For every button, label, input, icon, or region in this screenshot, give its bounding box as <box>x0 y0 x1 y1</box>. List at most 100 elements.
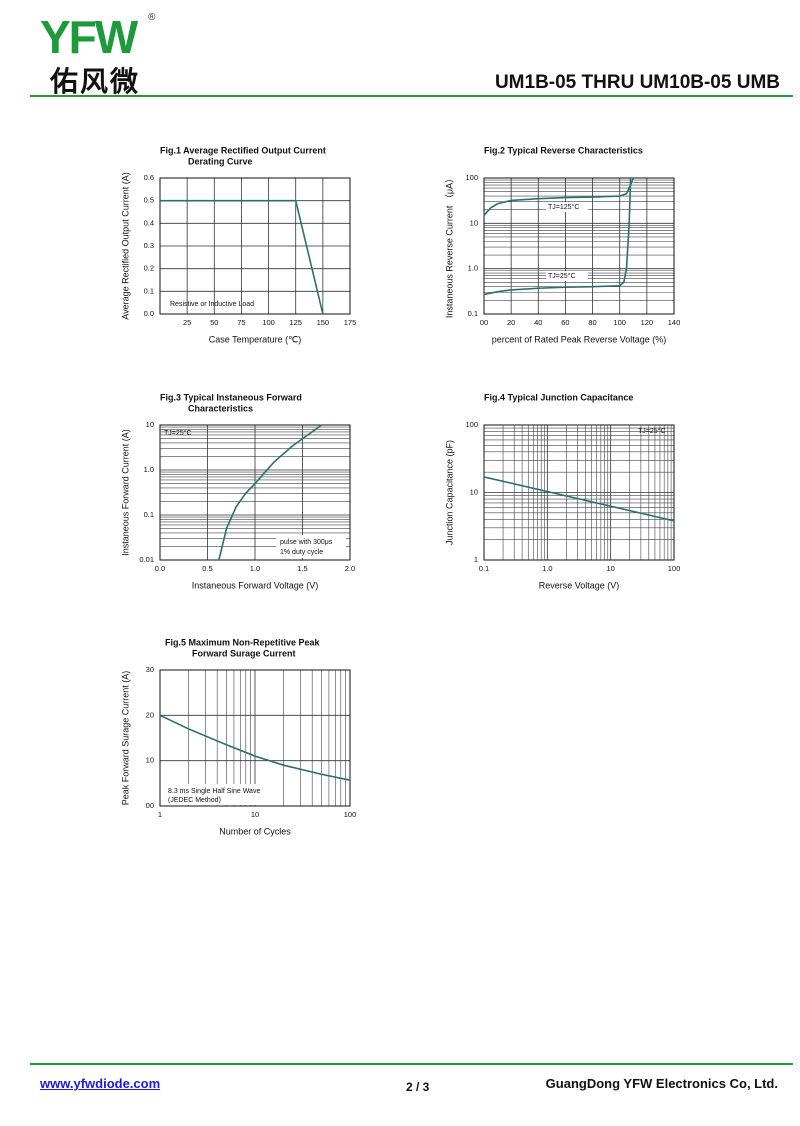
label-box <box>546 271 588 281</box>
x-tick-label: 100 <box>668 564 681 573</box>
x-tick-label: 100 <box>344 810 357 819</box>
x-tick-label: 80 <box>588 318 596 327</box>
curve <box>218 424 322 561</box>
x-tick-label: 40 <box>534 318 542 327</box>
logo-mark: ® <box>148 12 156 23</box>
x-tick-label: 10 <box>251 810 259 819</box>
x-tick-label: 00 <box>480 318 488 327</box>
page-number: 2 / 3 <box>406 1080 430 1094</box>
y-axis-label: Peak Forward Surage Current (A) <box>120 671 130 806</box>
company: GuangDong YFW Electronics Co, Ltd. <box>545 1076 778 1091</box>
y-tick-label: 10 <box>470 218 478 227</box>
x-tick-label: 2.0 <box>345 564 355 573</box>
x-tick-label: 0.1 <box>479 564 489 573</box>
x-tick-label: 25 <box>183 318 191 327</box>
figure-title: Forward Surage Current <box>192 648 296 658</box>
curve <box>160 199 324 315</box>
annotation: (JEDEC Method) <box>168 797 221 804</box>
plot-frame <box>159 669 351 807</box>
y-tick-label: 1.0 <box>468 264 478 273</box>
header-rule <box>30 95 793 97</box>
document-title: UM1B-05 THRU UM10B-05 UMB <box>494 72 780 93</box>
y-tick-label: 0.0 <box>144 309 154 318</box>
y-tick-label: 0.1 <box>468 309 478 318</box>
series-label: TJ=125°C <box>548 203 579 211</box>
y-tick-label: 10 <box>146 420 154 429</box>
x-tick-label: 100 <box>613 318 626 327</box>
y-tick-label: 0.3 <box>144 241 154 250</box>
x-tick-label: 175 <box>344 318 357 327</box>
x-tick-label: 75 <box>237 318 245 327</box>
annotation: TJ=25°C <box>638 427 666 435</box>
x-tick-label: 125 <box>289 318 302 327</box>
figure-title: Fig.2 Typical Reverse Characteristics <box>484 145 643 155</box>
figure-title: Fig.5 Maximum Non-Repetitive Peak <box>165 637 321 647</box>
x-tick-label: 0.0 <box>155 564 165 573</box>
x-tick-label: 0.5 <box>202 564 212 573</box>
footer-rule <box>30 1063 793 1065</box>
annotation: pulse with 300μs <box>280 539 333 546</box>
y-tick-label: 0.2 <box>144 264 154 273</box>
y-tick-label: 0.4 <box>144 218 154 227</box>
y-tick-label: 0.5 <box>144 196 154 205</box>
annotation: 8.3 ms Single Half Sine Wave <box>168 788 260 795</box>
x-tick-label: 50 <box>210 318 218 327</box>
y-tick-label: 10 <box>146 756 154 765</box>
y-tick-label: 20 <box>146 710 154 719</box>
y-tick-label: 0.01 <box>139 555 154 564</box>
x-tick-label: 100 <box>262 318 275 327</box>
curve <box>483 476 675 522</box>
x-axis-label: Case Temperature (℃) <box>209 334 301 344</box>
figure-title: Fig.1 Average Rectified Output Current <box>160 145 326 155</box>
y-tick-label: 30 <box>146 665 154 674</box>
website-link[interactable]: www.yfwdiode.com <box>40 1076 161 1091</box>
y-tick-label: 10 <box>470 487 478 496</box>
annotation: Resistive or Inductive Load <box>170 301 254 308</box>
x-axis-label: percent of Rated Peak Reverse Voltage (%… <box>492 334 667 344</box>
x-tick-label: 1 <box>158 810 162 819</box>
y-tick-label: 1 <box>474 555 478 564</box>
note-box <box>164 784 276 805</box>
label-box <box>546 202 588 212</box>
figure-title: Derating Curve <box>188 156 253 166</box>
x-axis-label: Number of Cycles <box>219 826 291 836</box>
figure-title: Characteristics <box>188 403 253 413</box>
y-tick-label: 0.6 <box>144 173 154 182</box>
y-tick-label: 100 <box>465 173 478 182</box>
series-label: TJ=25°C <box>548 272 576 280</box>
y-tick-label: 0.1 <box>144 510 154 519</box>
x-tick-label: 120 <box>641 318 654 327</box>
figure-title: Fig.3 Typical Instaneous Forward <box>160 392 302 402</box>
plot-frame <box>483 177 675 315</box>
x-tick-label: 140 <box>668 318 681 327</box>
y-axis-label: Junction Capacitance (pF) <box>444 440 454 545</box>
curve <box>483 177 635 216</box>
x-tick-label: 150 <box>317 318 330 327</box>
x-tick-label: 10 <box>606 564 614 573</box>
plot-frame <box>159 177 351 315</box>
x-axis-label: Reverse Voltage (V) <box>539 580 620 590</box>
y-axis-label: Instaneous Forward Current (A) <box>120 429 130 556</box>
annotation: 1% duty cycle <box>280 549 323 556</box>
y-tick-label: 100 <box>465 420 478 429</box>
x-tick-label: 1.0 <box>542 564 552 573</box>
figure-title: Fig.4 Typical Junction Capacitance <box>484 392 633 402</box>
y-tick-label: 0.1 <box>144 286 154 295</box>
x-tick-label: 1.5 <box>297 564 307 573</box>
curve <box>159 714 351 781</box>
logo: YFW <box>40 11 138 63</box>
x-tick-label: 20 <box>507 318 515 327</box>
y-tick-label: 1.0 <box>144 465 154 474</box>
logo-cn: 佑风微 <box>50 66 141 97</box>
x-tick-label: 60 <box>561 318 569 327</box>
curve <box>483 177 632 296</box>
x-axis-label: Instaneous Forward Voltage (V) <box>192 580 319 590</box>
plot-area <box>484 178 674 314</box>
y-axis-label: Average Rectified Output Current (A) <box>120 172 130 319</box>
plot-frame <box>483 424 675 561</box>
x-tick-label: 1.0 <box>250 564 260 573</box>
y-tick-label: 00 <box>146 801 154 810</box>
annotation: TJ=25°C <box>164 429 192 437</box>
